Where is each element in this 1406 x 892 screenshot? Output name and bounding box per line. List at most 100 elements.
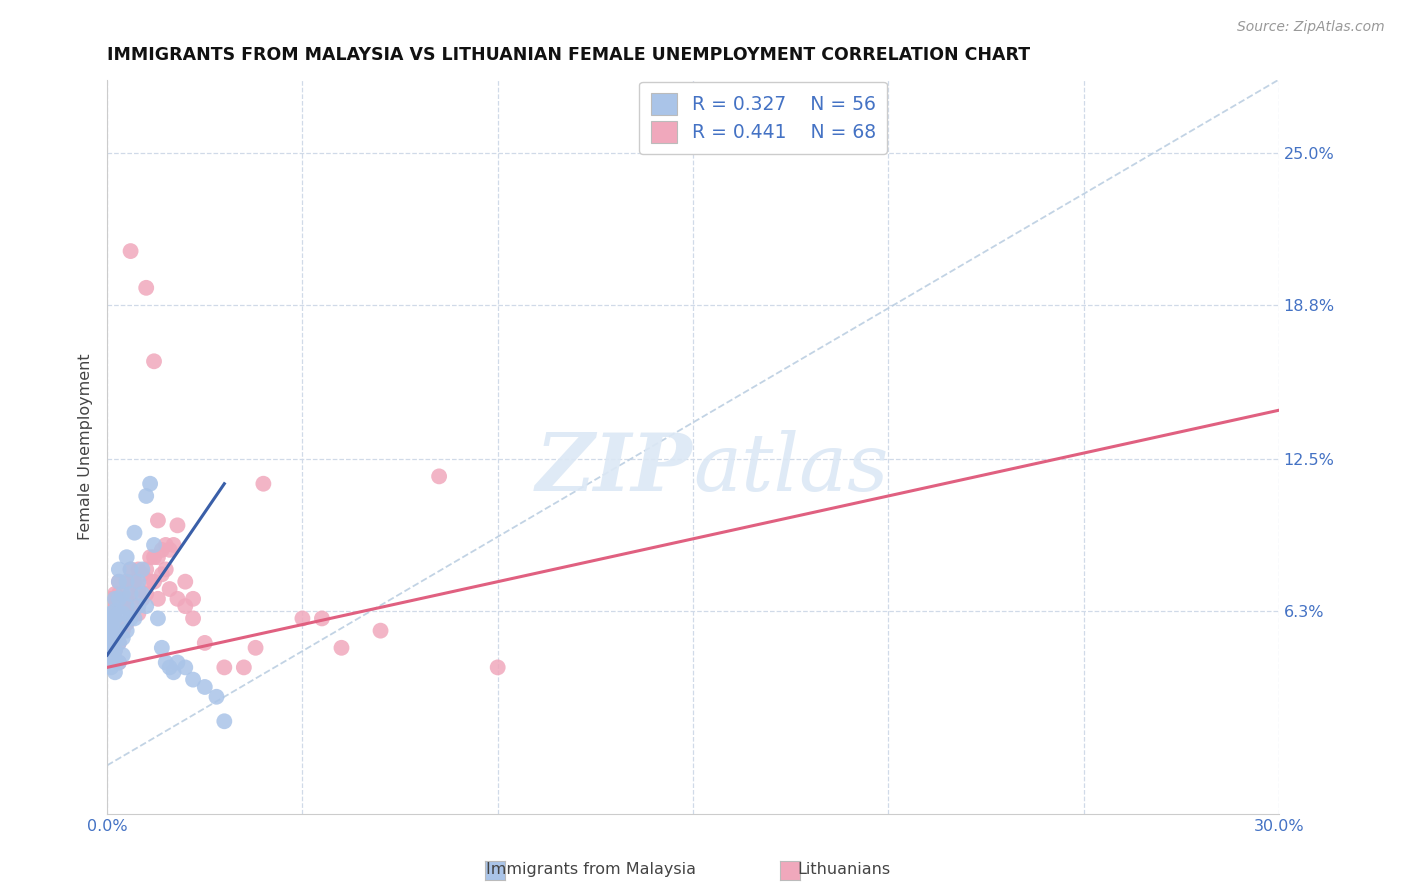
Point [108,607,131,621]
Point [127,582,149,596]
Point [111,607,134,621]
Point [104,611,127,625]
Point [232,660,254,674]
Point [104,643,127,657]
Text: ZIP: ZIP [536,430,693,508]
Point [115,574,138,589]
Point [194,636,217,650]
Point [155,656,177,670]
Point [108,636,131,650]
Point [139,476,162,491]
Point [108,587,131,601]
Point [194,680,217,694]
Point [108,616,131,631]
Legend: R = 0.327    N = 56, R = 0.441    N = 68: R = 0.327 N = 56, R = 0.441 N = 68 [640,82,887,154]
Point [111,648,134,662]
Point [104,665,127,680]
Point [143,574,166,589]
Point [111,599,134,614]
Point [100,591,122,606]
Point [131,567,153,582]
Point [146,591,169,606]
Point [181,673,204,687]
Point [174,599,197,614]
Point [100,624,122,638]
Point [252,476,274,491]
Point [100,636,122,650]
Point [100,640,122,655]
Point [135,489,157,503]
Point [104,631,127,645]
Point [162,538,184,552]
Point [214,660,236,674]
Point [104,611,127,625]
Point [131,591,153,606]
Point [166,656,188,670]
Point [162,665,184,680]
Point [150,567,173,582]
Point [135,587,157,601]
Point [146,513,169,527]
Point [104,604,127,618]
Point [108,562,131,576]
Point [181,611,204,625]
Point [100,660,122,674]
Point [159,542,181,557]
Point [104,587,127,601]
Point [111,631,134,645]
Point [330,640,353,655]
Text: Immigrants from Malaysia: Immigrants from Malaysia [485,863,696,877]
Point [139,550,162,565]
Point [115,624,138,638]
Point [205,690,228,704]
Point [111,591,134,606]
Point [245,640,267,655]
Point [115,574,138,589]
Point [311,611,333,625]
Point [108,591,131,606]
Point [131,562,153,576]
Point [100,599,122,614]
Point [120,607,142,621]
Point [124,599,146,614]
Point [115,591,138,606]
Point [100,648,122,662]
Text: Source: ZipAtlas.com: Source: ZipAtlas.com [1237,20,1385,34]
Point [143,550,166,565]
Point [291,611,314,625]
Point [111,624,134,638]
Point [104,624,127,638]
Point [100,616,122,631]
Point [146,550,169,565]
Point [100,631,122,645]
Point [100,631,122,645]
Point [370,624,392,638]
Point [115,550,138,565]
Point [115,616,138,631]
Point [135,599,157,614]
Point [120,244,142,258]
Point [120,587,142,601]
Point [104,599,127,614]
Point [214,714,236,729]
Point [108,574,131,589]
Point [131,587,153,601]
Point [159,660,181,674]
Point [155,538,177,552]
Point [124,611,146,625]
Point [100,611,122,625]
Point [120,562,142,576]
Point [135,562,157,576]
Point [108,574,131,589]
Point [127,607,149,621]
Y-axis label: Female Unemployment: Female Unemployment [79,354,93,541]
Point [174,660,197,674]
Point [155,562,177,576]
Point [181,591,204,606]
Point [127,562,149,576]
Text: IMMIGRANTS FROM MALAYSIA VS LITHUANIAN FEMALE UNEMPLOYMENT CORRELATION CHART: IMMIGRANTS FROM MALAYSIA VS LITHUANIAN F… [107,46,1031,64]
Point [108,616,131,631]
Point [100,640,122,655]
Point [124,574,146,589]
Point [108,599,131,614]
